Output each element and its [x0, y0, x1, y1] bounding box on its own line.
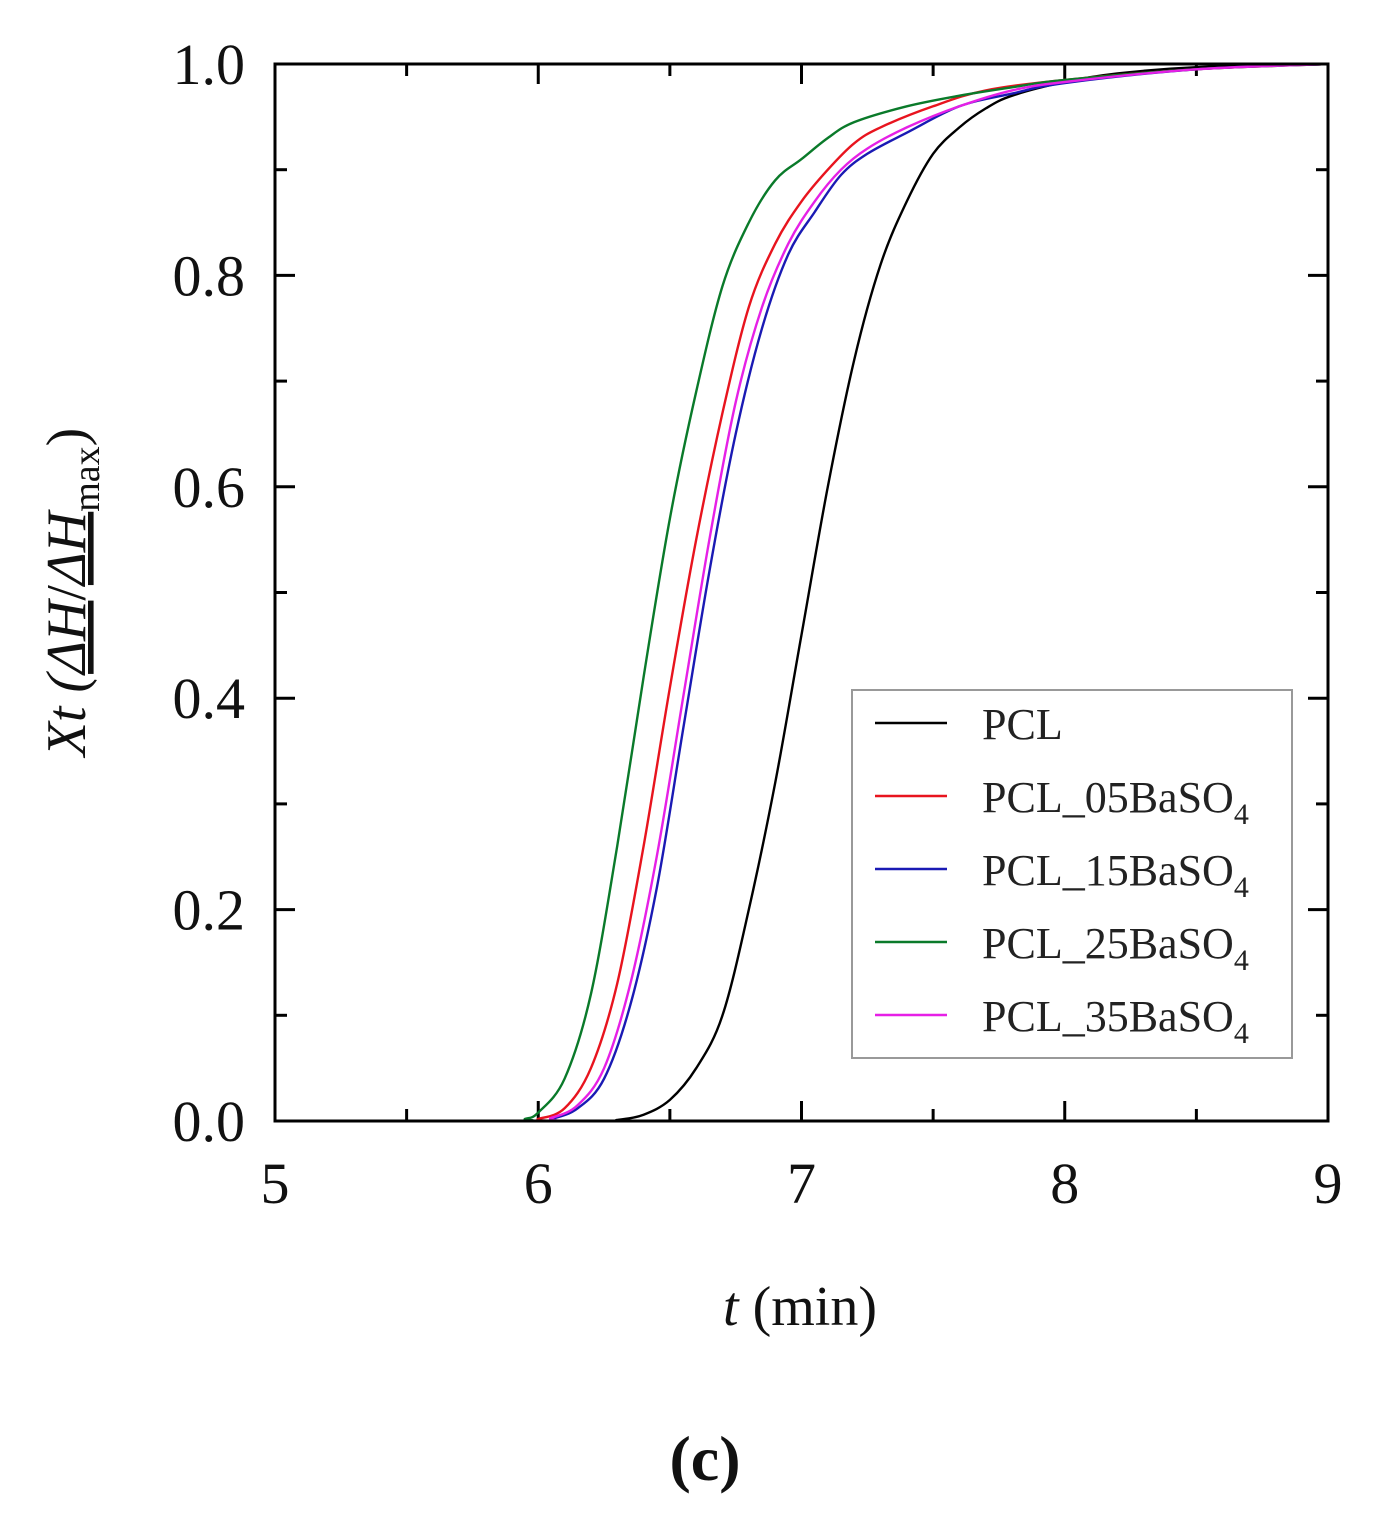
- plot-area-frame: [273, 62, 1330, 1123]
- series-line-pcl: [274, 62, 1329, 1123]
- y-axis-title: Xt (ΔH/ΔHmax): [36, 428, 108, 759]
- x-tick-label: 9: [1314, 1151, 1343, 1216]
- legend-label: PCL: [982, 700, 1063, 749]
- x-tick-label: 8: [1050, 1151, 1079, 1216]
- legend-box: [851, 689, 1293, 1059]
- legend-label: PCL_25BaSO4: [982, 919, 1249, 977]
- legend-entry: PCL_05BaSO4: [875, 773, 1249, 831]
- x-axis-title: t (min): [723, 1276, 877, 1338]
- legend-label: PCL_05BaSO4: [982, 773, 1249, 831]
- panel-label: (c): [669, 1423, 740, 1494]
- series-group: [274, 62, 1329, 1123]
- legend-entry: PCL_35BaSO4: [875, 992, 1249, 1050]
- y-tick-label: 0.0: [173, 1089, 246, 1154]
- x-tick-label: 7: [787, 1151, 816, 1216]
- y-tick-label: 0.6: [173, 455, 246, 520]
- series-line-pcl-35baso4: [274, 62, 1329, 1123]
- legend-entry: PCL_15BaSO4: [875, 846, 1249, 904]
- tick-labels: 5 6 7 8 9 0.0 0.2 0.4 0.6 0.8 1.0: [173, 32, 1343, 1216]
- legend-entry: PCL_25BaSO4: [875, 919, 1249, 977]
- y-tick-label: 0.4: [173, 666, 246, 731]
- legend-entry: PCL: [875, 700, 1063, 749]
- y-tick-label: 0.8: [173, 243, 246, 308]
- legend: PCL PCL_05BaSO4 PCL_15BaSO4 PCL_25BaSO4 PCL_…: [851, 689, 1293, 1059]
- legend-label: PCL_35BaSO4: [982, 992, 1249, 1050]
- x-tick-label: 6: [524, 1151, 553, 1216]
- x-tick-label: 5: [261, 1151, 290, 1216]
- legend-label: PCL_15BaSO4: [982, 846, 1249, 904]
- series-line-pcl-15baso4: [274, 62, 1329, 1123]
- y-tick-label: 0.2: [173, 878, 246, 943]
- series-line-pcl-25baso4: [274, 62, 1329, 1123]
- y-tick-label: 1.0: [173, 32, 246, 97]
